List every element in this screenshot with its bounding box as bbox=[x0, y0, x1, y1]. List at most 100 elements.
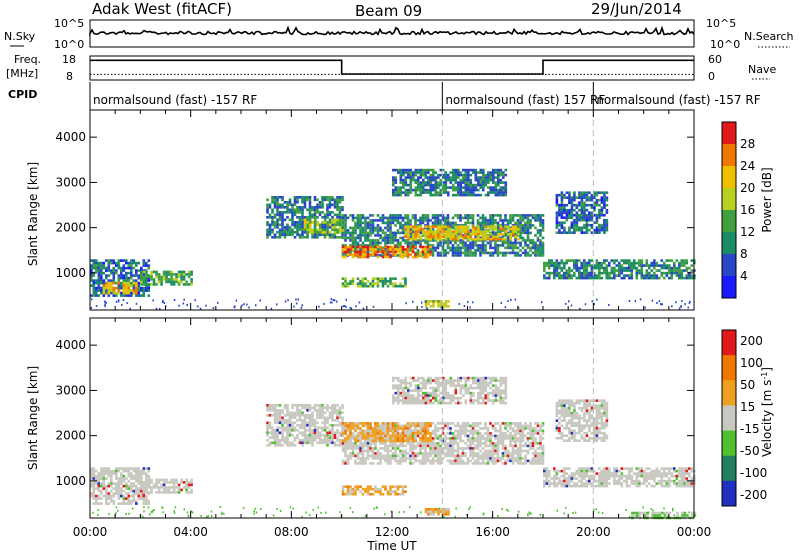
echo-cell bbox=[399, 255, 402, 259]
echo-cell bbox=[610, 271, 614, 275]
echo-cell bbox=[155, 283, 158, 286]
echo-cell bbox=[359, 229, 362, 232]
echo-cell bbox=[321, 196, 324, 199]
echo-cell bbox=[336, 429, 339, 432]
echo-cell bbox=[122, 474, 126, 478]
echo-cell bbox=[630, 261, 634, 265]
echo-cell bbox=[419, 227, 423, 231]
echo-cell bbox=[346, 229, 350, 232]
echo-cell bbox=[391, 234, 395, 237]
echo-cell bbox=[105, 467, 108, 470]
echo-cell bbox=[105, 274, 108, 277]
echo-cell bbox=[454, 168, 458, 172]
freq-panel bbox=[89, 55, 695, 81]
echo-cell bbox=[459, 225, 463, 228]
echo-cell bbox=[416, 241, 420, 245]
echo-cell bbox=[550, 264, 554, 267]
echo-cell bbox=[467, 188, 470, 192]
echo-cell bbox=[464, 246, 467, 250]
echo-cell bbox=[278, 419, 282, 422]
echo-cell bbox=[406, 219, 410, 222]
echo-cell bbox=[100, 469, 103, 473]
echo-cell bbox=[379, 219, 382, 222]
echo-cell bbox=[286, 216, 289, 219]
echo-cell bbox=[417, 171, 420, 174]
echo-cell bbox=[411, 241, 415, 245]
echo-cell bbox=[142, 491, 146, 494]
echo-cell bbox=[147, 502, 151, 505]
echo-cell bbox=[349, 239, 352, 242]
echo-cell bbox=[568, 228, 571, 232]
echo-cell bbox=[429, 459, 432, 463]
echo-cell bbox=[469, 432, 472, 435]
echo-cell bbox=[595, 231, 599, 234]
echo-cell bbox=[459, 437, 462, 440]
echo-cell bbox=[675, 269, 679, 272]
echo-cell bbox=[481, 246, 485, 250]
echo-cell bbox=[620, 266, 624, 270]
echo-cell bbox=[389, 442, 392, 445]
ground-scatter-cell bbox=[182, 302, 185, 305]
echo-cell bbox=[489, 439, 492, 443]
echo-cell bbox=[451, 462, 455, 465]
echo-cell bbox=[293, 416, 297, 420]
echo-cell bbox=[454, 249, 457, 252]
echo-cell bbox=[620, 271, 624, 275]
echo-cell bbox=[573, 218, 576, 222]
echo-cell bbox=[100, 497, 103, 500]
echo-cell bbox=[364, 226, 367, 230]
echo-cell bbox=[401, 251, 405, 255]
echo-cell bbox=[583, 231, 586, 234]
echo-cell bbox=[306, 233, 309, 237]
echo-cell bbox=[583, 208, 586, 212]
echo-cell bbox=[102, 477, 106, 480]
echo-cell bbox=[560, 213, 564, 217]
echo-cell bbox=[313, 231, 317, 234]
echo-cell bbox=[427, 230, 430, 233]
echo-cell bbox=[386, 253, 390, 256]
echo-cell bbox=[172, 478, 176, 482]
echo-cell bbox=[180, 481, 183, 484]
echo-cell bbox=[446, 452, 450, 455]
colorbar-tick-label: 24 bbox=[740, 159, 755, 173]
echo-cell bbox=[396, 250, 400, 254]
echo-cell bbox=[384, 241, 387, 245]
echo-cell bbox=[384, 277, 387, 280]
echo-cell bbox=[369, 454, 372, 458]
echo-cell bbox=[318, 416, 322, 420]
ground-scatter-cell bbox=[199, 307, 202, 310]
echo-cell bbox=[286, 409, 289, 412]
echo-cell bbox=[511, 249, 515, 252]
echo-cell bbox=[394, 424, 397, 428]
echo-cell bbox=[271, 218, 274, 222]
echo-cell bbox=[341, 424, 345, 428]
echo-cell bbox=[419, 427, 422, 430]
echo-cell bbox=[326, 416, 329, 420]
echo-cell bbox=[396, 214, 400, 217]
echo-cell bbox=[434, 183, 438, 187]
echo-cell bbox=[457, 235, 460, 238]
echo-cell bbox=[486, 437, 490, 440]
echo-cell bbox=[536, 246, 540, 250]
echo-cell bbox=[399, 459, 402, 463]
echo-cell bbox=[165, 278, 168, 281]
echo-cell bbox=[466, 457, 470, 460]
echo-cell bbox=[461, 459, 465, 463]
echo-cell bbox=[409, 183, 413, 187]
echo-cell bbox=[444, 439, 447, 443]
echo-cell bbox=[266, 429, 269, 432]
echo-cell bbox=[95, 286, 98, 290]
echo-cell bbox=[389, 229, 392, 232]
echo-cell bbox=[185, 491, 188, 494]
echo-cell bbox=[464, 173, 468, 177]
echo-cell bbox=[560, 211, 564, 214]
echo-cell bbox=[115, 261, 118, 265]
echo-cell bbox=[543, 274, 546, 277]
echo-cell bbox=[386, 279, 390, 283]
echo-cell bbox=[474, 176, 478, 179]
echo-cell bbox=[115, 286, 118, 290]
echo-cell bbox=[588, 259, 591, 262]
echo-cell bbox=[442, 181, 445, 184]
echo-cell bbox=[271, 231, 274, 234]
echo-cell bbox=[130, 477, 133, 480]
